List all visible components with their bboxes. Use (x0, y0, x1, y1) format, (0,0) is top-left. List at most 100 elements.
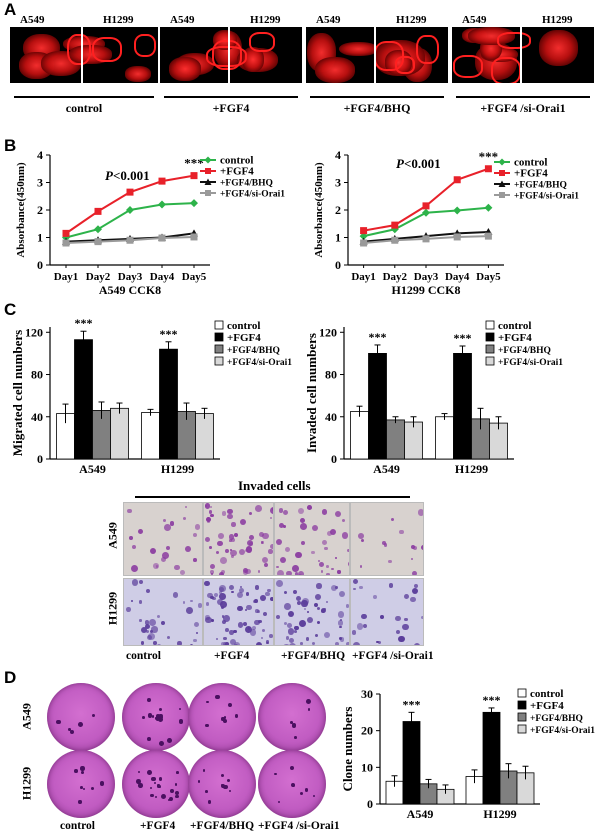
stained-cell (314, 602, 319, 607)
colony (228, 789, 232, 793)
stained-cell (144, 623, 150, 630)
culture-dish (122, 750, 190, 818)
data-point (360, 227, 368, 235)
stained-cell (275, 615, 281, 620)
stained-cell (410, 557, 414, 561)
colony (234, 714, 239, 718)
stained-cell (244, 609, 247, 612)
stained-cell (139, 619, 142, 622)
stained-cell (145, 588, 150, 594)
group-underline (310, 96, 444, 98)
stained-cell (249, 535, 254, 541)
stained-cell (373, 595, 377, 599)
stained-cell (257, 609, 261, 613)
p-value-annotation: P<0.001 (396, 156, 441, 171)
legend-label: +FGF4/BHQ (498, 346, 551, 356)
panel-letter-b: B (4, 136, 17, 155)
data-point (94, 225, 102, 234)
stained-cell (227, 513, 233, 520)
legend-swatch (214, 320, 224, 330)
stained-cell (238, 587, 244, 593)
colony (158, 776, 163, 781)
stained-cell (337, 620, 344, 626)
y-tick-label: 1 (335, 231, 341, 245)
stained-cell (186, 607, 193, 614)
data-point (190, 233, 198, 241)
legend-label: control (227, 320, 260, 332)
fluorescence-image (10, 27, 158, 83)
stained-cell (160, 556, 167, 562)
stained-cell (339, 637, 342, 640)
colony (91, 714, 95, 718)
significance-mark: *** (184, 156, 204, 171)
stained-cell (240, 585, 243, 588)
stained-cell (412, 587, 419, 594)
stained-cell (276, 538, 283, 545)
stained-cell (267, 588, 272, 593)
stained-cell (223, 641, 229, 645)
stained-cell (307, 505, 313, 511)
cell-line-label: A549 (170, 14, 195, 26)
data-point (391, 221, 399, 229)
colony (202, 769, 205, 772)
data-point (484, 203, 493, 212)
data-point (94, 207, 102, 215)
stained-cell (316, 620, 321, 625)
culture-dish (258, 683, 326, 751)
stained-cell (383, 543, 388, 547)
data-point (126, 206, 134, 214)
stained-cell (288, 638, 294, 644)
stained-cell (236, 592, 243, 599)
colony (227, 778, 231, 782)
colony (157, 717, 163, 723)
stained-cell (293, 629, 297, 633)
legend-swatch (485, 356, 495, 366)
stained-cell (398, 635, 405, 643)
p-value-annotation: P<0.001 (105, 168, 150, 183)
stained-cell (231, 590, 234, 594)
stained-cell (228, 585, 234, 591)
legend-swatch (517, 712, 527, 722)
stained-cell (210, 570, 214, 574)
stained-cell (252, 625, 257, 630)
stained-cell (410, 544, 415, 549)
stained-cell (197, 603, 202, 608)
stained-cell (141, 627, 148, 634)
colony (80, 771, 84, 774)
stained-cell (252, 599, 257, 604)
stained-cell (221, 641, 226, 645)
stained-cell (294, 625, 299, 631)
legend-marker (204, 178, 212, 185)
cell-outline (206, 46, 247, 68)
stained-cell (311, 525, 318, 532)
significance-mark: *** (454, 331, 472, 345)
stained-cell (305, 637, 310, 641)
legend-marker (499, 192, 505, 198)
colony (146, 736, 151, 741)
panel-letter-a: A (4, 0, 17, 19)
colony (228, 702, 233, 707)
stained-cell (240, 518, 247, 525)
legend-label: +FGF4/si-Orai1 (530, 726, 595, 736)
colony (156, 783, 161, 788)
stained-cell (388, 559, 392, 564)
stained-cell (342, 518, 346, 522)
fluorescent-cell (315, 57, 356, 83)
cell-line-label: H1299 (250, 14, 281, 26)
colony (221, 717, 225, 721)
stained-cell (210, 514, 214, 518)
stained-cell (137, 528, 144, 535)
stained-cell (218, 586, 225, 593)
stained-cell (193, 621, 199, 627)
stained-cell (356, 622, 364, 630)
cell-outline (452, 55, 484, 78)
group-underline (14, 96, 154, 98)
stained-cell (230, 554, 235, 559)
stained-cell (243, 622, 248, 626)
legend-label: +FGF4 (530, 700, 564, 712)
stained-cell (330, 528, 337, 535)
x-tick-label: Day2 (86, 271, 111, 283)
stained-cell (311, 642, 315, 645)
colony (150, 793, 154, 798)
y-tick-label: 120 (319, 325, 337, 339)
